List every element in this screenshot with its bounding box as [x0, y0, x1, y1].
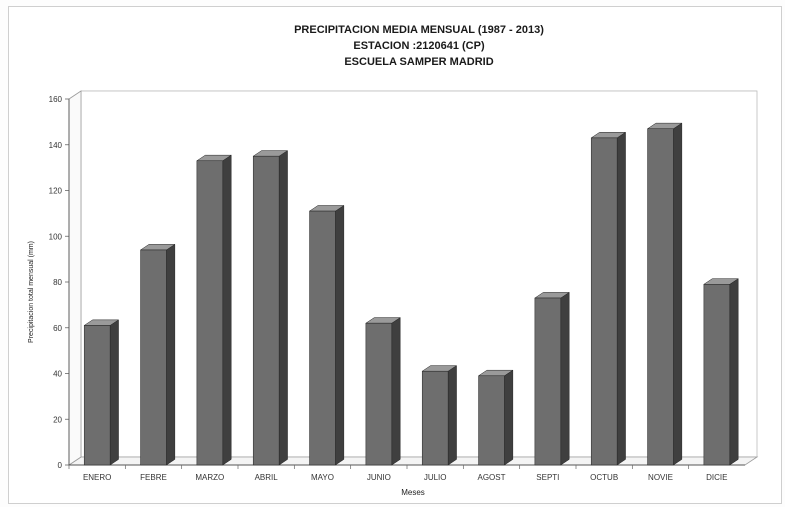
x-tick-label: ABRIL	[255, 473, 279, 482]
bar-octub	[590, 131, 627, 466]
y-tick-label: 0	[58, 461, 63, 470]
bar-side	[673, 122, 683, 466]
bar-side	[335, 205, 345, 466]
y-tick-label: 140	[49, 141, 63, 150]
bar-julio	[421, 365, 458, 466]
bar-layer	[83, 122, 740, 466]
y-tick-label: 20	[53, 415, 62, 424]
chart-title-line-1: PRECIPITACION MEDIA MENSUAL (1987 - 2013…	[294, 24, 544, 36]
y-tick-label: 40	[53, 370, 62, 379]
precipitation-bar-chart: PRECIPITACION MEDIA MENSUAL (1987 - 2013…	[28, 24, 759, 497]
x-tick-label: MARZO	[195, 473, 224, 482]
bar-front	[647, 128, 674, 466]
axis-layer	[65, 90, 759, 469]
bar-front	[703, 284, 731, 466]
bar-front	[421, 370, 449, 466]
x-tick-label: FEBRE	[140, 473, 167, 482]
plot-side-wall	[68, 90, 82, 466]
x-tick-label: MAYO	[311, 473, 334, 482]
bar-marzo	[196, 154, 233, 466]
bar-side	[560, 291, 570, 466]
bar-side	[447, 365, 457, 466]
bar-side	[278, 150, 288, 466]
bar-junio	[365, 317, 402, 466]
bar-febre	[139, 243, 176, 466]
bar-novie	[646, 122, 683, 466]
y-axis-label: Precipitacion total mensual (mm)	[28, 241, 35, 343]
bar-front	[140, 249, 167, 466]
bar-side	[504, 369, 514, 466]
chart-title-line-2: ESTACION :2120641 (CP)	[353, 40, 485, 52]
bar-side	[222, 154, 232, 466]
y-tick-label: 160	[49, 95, 63, 104]
x-tick-label: JULIO	[424, 473, 447, 482]
bar-front	[590, 137, 618, 466]
bar-front	[478, 375, 505, 466]
bar-side	[729, 278, 739, 466]
y-tick-label: 80	[53, 278, 62, 287]
bar-side	[616, 131, 626, 466]
x-tick-label: JUNIO	[367, 473, 391, 482]
bar-septi	[534, 291, 571, 466]
x-tick-label: ENERO	[83, 473, 111, 482]
bar-front	[196, 160, 224, 466]
bar-side	[391, 317, 401, 466]
chart-frame: PRECIPITACION MEDIA MENSUAL (1987 - 2013…	[8, 6, 782, 504]
y-tick-label: 60	[53, 324, 62, 333]
x-tick-label: DICIE	[706, 473, 727, 482]
y-tick-label: 120	[49, 187, 63, 196]
bar-side	[166, 243, 176, 466]
bar-agost	[477, 369, 514, 466]
plot-back-wall	[80, 90, 758, 458]
x-tick-label: OCTUB	[590, 473, 618, 482]
x-tick-label: NOVIE	[648, 473, 673, 482]
x-axis-label: Meses	[401, 488, 425, 497]
bar-abril	[252, 150, 289, 466]
tick-layer: 0 20 40 60 80 100 120 140 160 ENERO FEBRE MARZO ABRI…	[49, 95, 728, 482]
bar-front	[365, 322, 393, 466]
bar-side	[109, 319, 119, 466]
bar-dicie	[703, 278, 740, 466]
bar-front	[534, 297, 562, 466]
y-tick-label: 100	[49, 232, 63, 241]
bar-front	[83, 325, 111, 466]
bar-enero	[83, 319, 120, 466]
chart-title-line-3: ESCUELA SAMPER MADRID	[344, 56, 493, 68]
bar-front	[309, 210, 336, 466]
x-tick-label: AGOST	[477, 473, 505, 482]
x-tick-label: SEPTI	[536, 473, 559, 482]
bar-front	[252, 155, 280, 466]
bar-mayo	[308, 205, 345, 466]
